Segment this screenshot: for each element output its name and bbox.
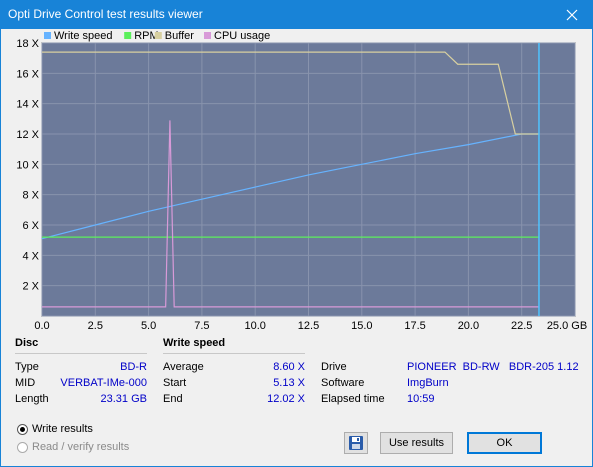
- elapsed-time-label: Elapsed time: [321, 393, 385, 405]
- ok-button[interactable]: OK: [467, 432, 542, 454]
- legend-label: RPM: [134, 30, 158, 42]
- y-tick-label: 18 X: [16, 38, 39, 50]
- x-tick-label: 2.5: [88, 320, 103, 332]
- disc-type-value: BD-R: [120, 361, 147, 373]
- y-tick-label: 8 X: [22, 190, 39, 202]
- write-speed-divider: [163, 353, 305, 354]
- use-results-button[interactable]: Use results: [380, 432, 453, 454]
- disc-length-label: Length: [15, 393, 49, 405]
- x-tick-label: 22.5: [511, 320, 532, 332]
- software-label: Software: [321, 377, 365, 389]
- y-tick-label: 10 X: [16, 159, 39, 171]
- read-verify-label: Read / verify results: [32, 441, 130, 453]
- title-bar: Opti Drive Control test results viewer: [1, 1, 592, 29]
- chart-area: 0.0 2.5 5.0 7.5 10.0 12.5 15.0 17.5 20.0 22.5 25.0…: [1, 29, 592, 334]
- write-results-radio[interactable]: Write results: [17, 423, 93, 435]
- x-tick-label: 15.0: [351, 320, 372, 332]
- write-results-label: Write results: [32, 423, 93, 435]
- x-tick-label: 17.5: [404, 320, 425, 332]
- close-icon[interactable]: [552, 1, 592, 29]
- end-label: End: [163, 393, 183, 405]
- floppy-disk-icon: [349, 436, 363, 450]
- y-tick-label: 12 X: [16, 129, 39, 141]
- x-tick-label: 7.5: [194, 320, 209, 332]
- disc-mid-label: MID: [15, 377, 36, 389]
- end-value: 12.02 X: [267, 393, 305, 405]
- x-tick-label: 10.0: [244, 320, 265, 332]
- software-value: ImgBurn: [407, 377, 449, 389]
- legend-swatch: [154, 32, 162, 39]
- radio-selected-icon: [17, 423, 28, 435]
- series-line-cpu-usage: [42, 120, 539, 308]
- legend-swatch: [204, 32, 211, 39]
- write-speed-heading: Write speed: [163, 337, 226, 349]
- legend-label: Buffer: [165, 30, 194, 42]
- series-line-buffer: [42, 51, 539, 135]
- disc-length-value: 23.31 GB: [100, 393, 147, 405]
- drive-value: PIONEER BD-RW BDR-205 1.12: [407, 361, 579, 373]
- x-tick-label: 12.5: [298, 320, 319, 332]
- legend-label: Write speed: [54, 30, 113, 42]
- bottom-panel: Write results Read / verify results Use …: [1, 412, 592, 466]
- average-value: 8.60 X: [273, 361, 305, 373]
- results-chart: 0.0 2.5 5.0 7.5 10.0 12.5 15.0 17.5 20.0 22.5 25.0…: [16, 30, 587, 332]
- radio-unselected-icon: [17, 441, 28, 453]
- legend-swatch: [124, 32, 132, 39]
- x-tick-label: 25.0 GB: [547, 320, 587, 332]
- save-button[interactable]: [344, 432, 368, 454]
- start-value: 5.13 X: [273, 377, 305, 389]
- read-verify-radio[interactable]: Read / verify results: [17, 441, 129, 453]
- start-label: Start: [163, 377, 187, 389]
- legend-label: CPU usage: [214, 30, 270, 42]
- disc-mid-value: VERBAT-IMe-000: [60, 377, 147, 389]
- x-tick-label: 0.0: [34, 320, 49, 332]
- window-title: Opti Drive Control test results viewer: [8, 7, 203, 21]
- y-tick-label: 14 X: [16, 99, 39, 111]
- x-tick-label: 20.0: [458, 320, 479, 332]
- elapsed-time-value: 10:59: [407, 393, 435, 405]
- disc-divider: [15, 353, 147, 354]
- y-tick-label: 2 X: [22, 281, 39, 293]
- drive-label: Drive: [321, 361, 347, 373]
- disc-type-label: Type: [15, 361, 39, 373]
- y-tick-label: 16 X: [16, 68, 39, 80]
- x-tick-label: 5.0: [141, 320, 156, 332]
- disc-heading: Disc: [15, 337, 39, 349]
- y-tick-label: 6 X: [22, 220, 39, 232]
- average-label: Average: [163, 361, 204, 373]
- series-line-write-speed: [41, 133, 539, 240]
- legend-swatch: [44, 32, 51, 39]
- y-tick-label: 4 X: [22, 250, 39, 262]
